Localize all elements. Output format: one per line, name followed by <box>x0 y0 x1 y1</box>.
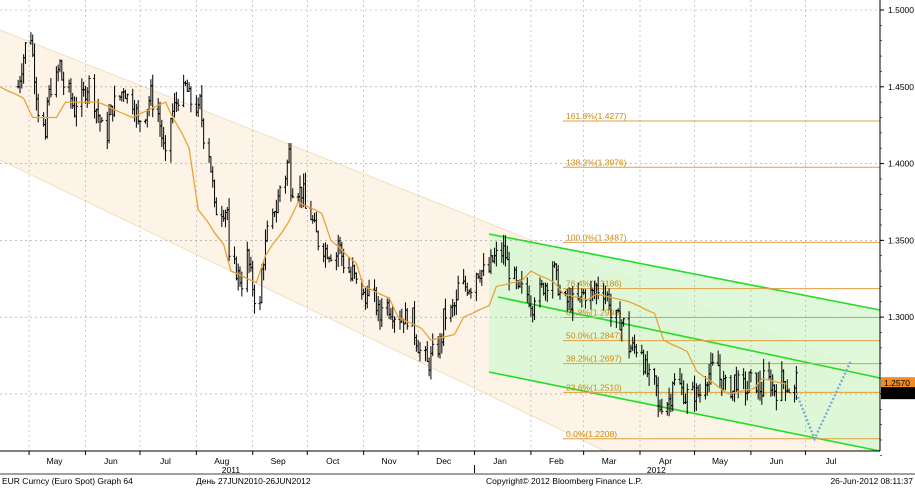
channel-mid-line <box>497 296 881 379</box>
x-axis-month-label: Apr <box>659 456 672 466</box>
x-axis-month-label: Jan <box>493 456 507 466</box>
footer-date-range: День 27JUN2010-26JUN2012 <box>196 476 311 486</box>
fib-level-label: 23.6%(1.2510) <box>566 382 622 392</box>
last-price-tag <box>881 377 915 390</box>
fibonacci-levels: 161.8%(1.4277) 138.2%(1.3976) 100.0%(1.348… <box>563 111 880 440</box>
x-axis-month-label: Dec <box>436 456 452 466</box>
y-axis: 1.50001.45001.40001.35001.30001.25001.25… <box>879 0 915 456</box>
y-axis-tick-label: 1.4500 <box>888 82 914 92</box>
fib-level-label: 100.0%(1.3487) <box>566 232 627 242</box>
channel-upper-line <box>488 233 881 311</box>
grid-lines <box>0 0 880 451</box>
x-axis-month-label: Mar <box>602 456 617 466</box>
fib-level-label: 0.0%(1.2208) <box>566 429 617 439</box>
x-axis-year-label: 2012 <box>647 465 666 475</box>
x-axis-month-label: Sep <box>271 456 286 466</box>
x-axis-month-label: Jul <box>160 456 171 466</box>
footer-security-label: EUR Curncy (Euro Spot) Graph 64 <box>2 476 133 486</box>
fib-level-label: 138.2%(1.3976) <box>566 157 627 167</box>
fib-level-label: 161.8%(1.4277) <box>566 111 627 121</box>
x-axis-month-label: May <box>47 456 64 466</box>
fib-level-label: 61.8%(1.2998) <box>566 307 622 317</box>
moving-average-line <box>0 86 788 395</box>
x-axis-month-label: Jun <box>104 456 118 466</box>
old-channel-lower-line <box>0 159 606 452</box>
last-price-tag-label: 1.2570 <box>884 378 910 388</box>
x-axis-month-label: Oct <box>326 456 340 466</box>
footer-timestamp: 26-Jun-2012 08:11:37 <box>830 476 913 486</box>
fib-level-label: 50.0%(1.2847) <box>566 331 622 341</box>
x-axis-month-label: Aug <box>214 456 229 466</box>
last-price-tag <box>881 387 915 400</box>
x-axis-year-label: 2011 <box>222 465 241 475</box>
x-axis-month-label: Feb <box>549 456 564 466</box>
last-price-tag-label: 1.2505 <box>884 388 910 398</box>
x-axis-month-label: Jul <box>825 456 836 466</box>
x-axis-month-label: Nov <box>382 456 398 466</box>
forecast-path <box>795 360 852 442</box>
y-axis-tick-label: 1.4000 <box>888 159 914 169</box>
fib-level-label: 76.4%(1.3186) <box>566 279 622 289</box>
forecast-projection <box>795 360 852 442</box>
moving-average-series <box>0 86 788 395</box>
fib-level-label: 38.2%(1.2697) <box>566 354 622 364</box>
x-axis-month-label: May <box>712 456 729 466</box>
footer-copyright: Copyright© 2012 Bloomberg Finance L.P. <box>486 476 642 486</box>
y-axis-tick-label: 1.3000 <box>888 312 914 322</box>
y-axis-tick-label: 1.3500 <box>888 235 914 245</box>
footer-bar: EUR Curncy (Euro Spot) Graph 64 День 27J… <box>2 476 913 486</box>
y-axis-tick-label: 1.5000 <box>888 5 914 15</box>
x-axis: May Jun Jul Aug Sep Oct Nov Dec Jan Feb Mar Apr May J… <box>0 450 915 475</box>
x-axis-month-label: Jun <box>770 456 784 466</box>
